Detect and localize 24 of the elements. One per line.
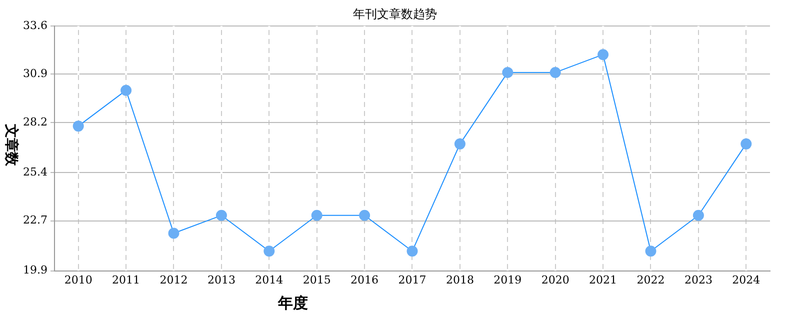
y-tick-label: 30.9 <box>22 67 48 80</box>
chart-title: 年刊文章数趋势 <box>353 7 437 21</box>
y-tick-label: 25.4 <box>22 165 48 178</box>
x-tick-label: 2016 <box>350 273 379 286</box>
y-tick-label: 22.7 <box>22 214 48 227</box>
x-tick-label: 2019 <box>494 273 522 286</box>
y-tick-label: 19.9 <box>22 264 48 277</box>
y-tick-label: 28.2 <box>22 115 48 128</box>
x-axis-title: 年度 <box>278 294 308 313</box>
x-tick-label: 2010 <box>64 273 92 286</box>
x-tick-label: 2012 <box>160 273 188 286</box>
x-tick-label: 2011 <box>112 273 140 286</box>
x-tick-label: 2021 <box>589 273 618 286</box>
y-tick-label: 33.6 <box>22 18 48 32</box>
x-tick-label: 2024 <box>732 273 760 286</box>
x-tick-label: 2020 <box>541 273 570 286</box>
y-axis-title: 文章数 <box>2 123 20 168</box>
x-tick-label: 2017 <box>398 273 426 286</box>
x-tick-label: 2014 <box>255 273 284 286</box>
x-tick-label: 2013 <box>207 273 236 286</box>
x-tick-label: 2023 <box>684 273 712 286</box>
x-tick-label: 2018 <box>446 273 474 286</box>
x-tick-label: 2022 <box>636 273 665 286</box>
x-tick-label: 2015 <box>302 273 331 286</box>
